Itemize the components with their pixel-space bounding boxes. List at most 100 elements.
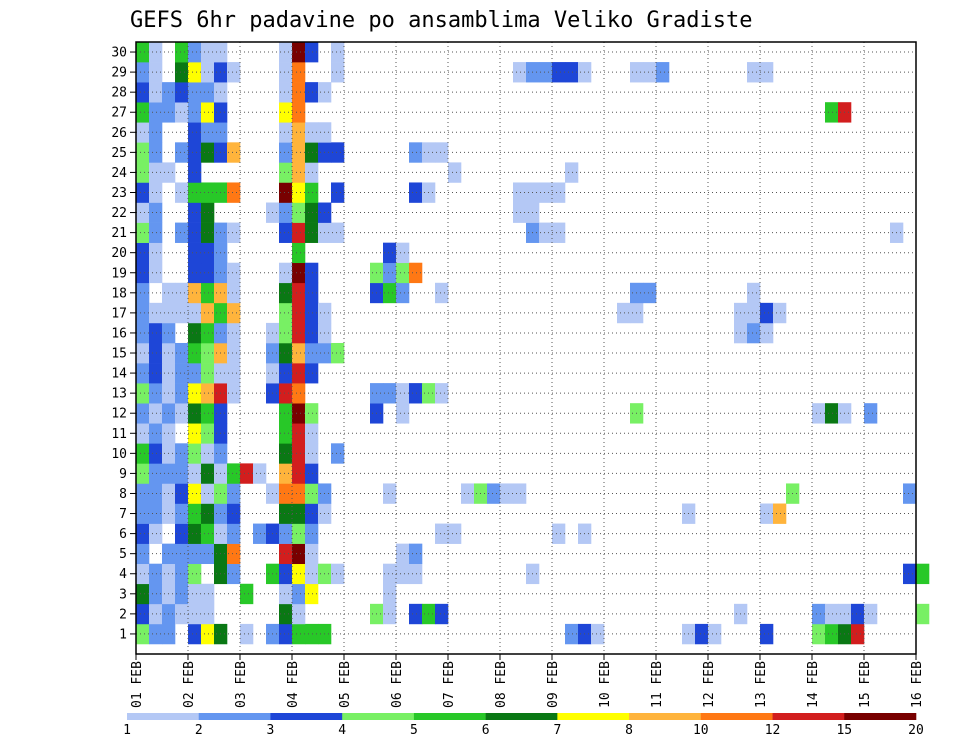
- heatmap-cell: [292, 342, 306, 364]
- colorbar-swatch: [629, 713, 702, 720]
- colorbar-label: 6: [482, 723, 490, 738]
- y-tick-label: 28: [111, 86, 127, 101]
- heatmap-cell: [188, 282, 202, 304]
- heatmap-cell: [292, 523, 306, 544]
- colorbar-swatch: [413, 713, 486, 720]
- heatmap-cell: [136, 322, 150, 344]
- heatmap-cell: [279, 122, 293, 143]
- heatmap-cell: [149, 142, 163, 163]
- heatmap-cell: [435, 523, 449, 544]
- heatmap-cell: [279, 423, 293, 444]
- heatmap-cell: [188, 363, 202, 384]
- heatmap-cell: [227, 282, 241, 304]
- y-tick-label: 2: [119, 607, 127, 622]
- heatmap-cell: [188, 342, 202, 364]
- y-tick-label: 30: [111, 46, 127, 61]
- heatmap-cell: [760, 302, 774, 324]
- heatmap-cell: [279, 302, 293, 324]
- heatmap-cell: [812, 403, 826, 424]
- heatmap-cell: [136, 262, 150, 284]
- heatmap-cell: [201, 523, 215, 544]
- heatmap-cell: [331, 62, 345, 83]
- heatmap-cell: [175, 503, 189, 524]
- heatmap-cell: [279, 403, 293, 424]
- y-tick-label: 23: [111, 186, 127, 201]
- heatmap-cell: [383, 483, 397, 504]
- heatmap-cell: [149, 563, 163, 585]
- heatmap-cell: [305, 222, 319, 243]
- heatmap-cell: [864, 603, 878, 625]
- heatmap-cell: [513, 62, 527, 83]
- x-tick-label: 02 FEB: [182, 661, 197, 708]
- heatmap-cell: [227, 142, 241, 163]
- heatmap-cell: [760, 62, 774, 83]
- heatmap-cell: [188, 182, 202, 203]
- heatmap-cell: [292, 583, 306, 605]
- heatmap-cell: [240, 583, 254, 605]
- heatmap-cell: [305, 262, 319, 284]
- heatmap-cell: [305, 483, 319, 504]
- y-tick-label: 9: [119, 467, 127, 482]
- heatmap-cell: [617, 302, 631, 324]
- heatmap-cell: [279, 262, 293, 284]
- heatmap-cell: [305, 182, 319, 203]
- heatmap-cell: [188, 463, 202, 484]
- heatmap-cell: [188, 122, 202, 143]
- heatmap-cell: [305, 503, 319, 524]
- heatmap-cell: [149, 62, 163, 83]
- heatmap-cell: [136, 162, 150, 183]
- heatmap-cell: [201, 583, 215, 605]
- y-tick-label: 8: [119, 487, 127, 502]
- colorbar-label: 8: [625, 723, 633, 738]
- heatmap-cell: [149, 122, 163, 143]
- heatmap-cell: [175, 102, 189, 123]
- heatmap-cell: [201, 363, 215, 384]
- heatmap-cell: [305, 122, 319, 143]
- heatmap-cell: [279, 583, 293, 605]
- y-tick-label: 3: [119, 587, 127, 602]
- heatmap-cell: [279, 182, 293, 203]
- heatmap-cell: [279, 282, 293, 304]
- heatmap-cell: [903, 483, 917, 504]
- heatmap-cell: [136, 483, 150, 504]
- heatmap-cell: [201, 242, 215, 264]
- heatmap-cell: [149, 42, 163, 63]
- heatmap-cell: [773, 503, 787, 524]
- heatmap-cell: [227, 483, 241, 504]
- heatmap-cell: [201, 62, 215, 83]
- heatmap-cell: [292, 403, 306, 424]
- heatmap-cell: [175, 483, 189, 504]
- heatmap-cell: [409, 142, 423, 163]
- heatmap-cell: [292, 623, 306, 645]
- heatmap-cell: [149, 162, 163, 183]
- heatmap-cell: [916, 603, 930, 625]
- y-tick-label: 18: [111, 286, 127, 301]
- heatmap-cell: [240, 463, 254, 484]
- heatmap-cell: [825, 623, 839, 645]
- heatmap-cell: [201, 443, 215, 464]
- colorbar-label: 10: [693, 723, 709, 738]
- heatmap-cell: [513, 182, 527, 203]
- heatmap-cell: [331, 342, 345, 364]
- heatmap-cell: [201, 222, 215, 243]
- heatmap-cell: [136, 102, 150, 123]
- heatmap-cell: [136, 603, 150, 625]
- colorbar-swatch: [270, 713, 343, 720]
- plot-frame: [135, 41, 917, 655]
- heatmap-cell: [149, 443, 163, 464]
- heatmap-cell: [773, 302, 787, 324]
- heatmap-cell: [500, 483, 514, 504]
- x-tick-label: 07 FEB: [442, 661, 457, 708]
- heatmap-cell: [864, 403, 878, 424]
- x-tick-label: 06 FEB: [390, 661, 405, 708]
- colorbar-swatch: [700, 713, 773, 720]
- x-tick-label: 09 FEB: [546, 661, 561, 708]
- heatmap-cell: [136, 342, 150, 364]
- heatmap-cell: [396, 383, 410, 404]
- heatmap-cell: [305, 342, 319, 364]
- heatmap-cell: [201, 342, 215, 364]
- heatmap-cell: [136, 142, 150, 163]
- heatmap-cell: [292, 443, 306, 464]
- heatmap-cell: [292, 242, 306, 264]
- heatmap-cell: [305, 363, 319, 384]
